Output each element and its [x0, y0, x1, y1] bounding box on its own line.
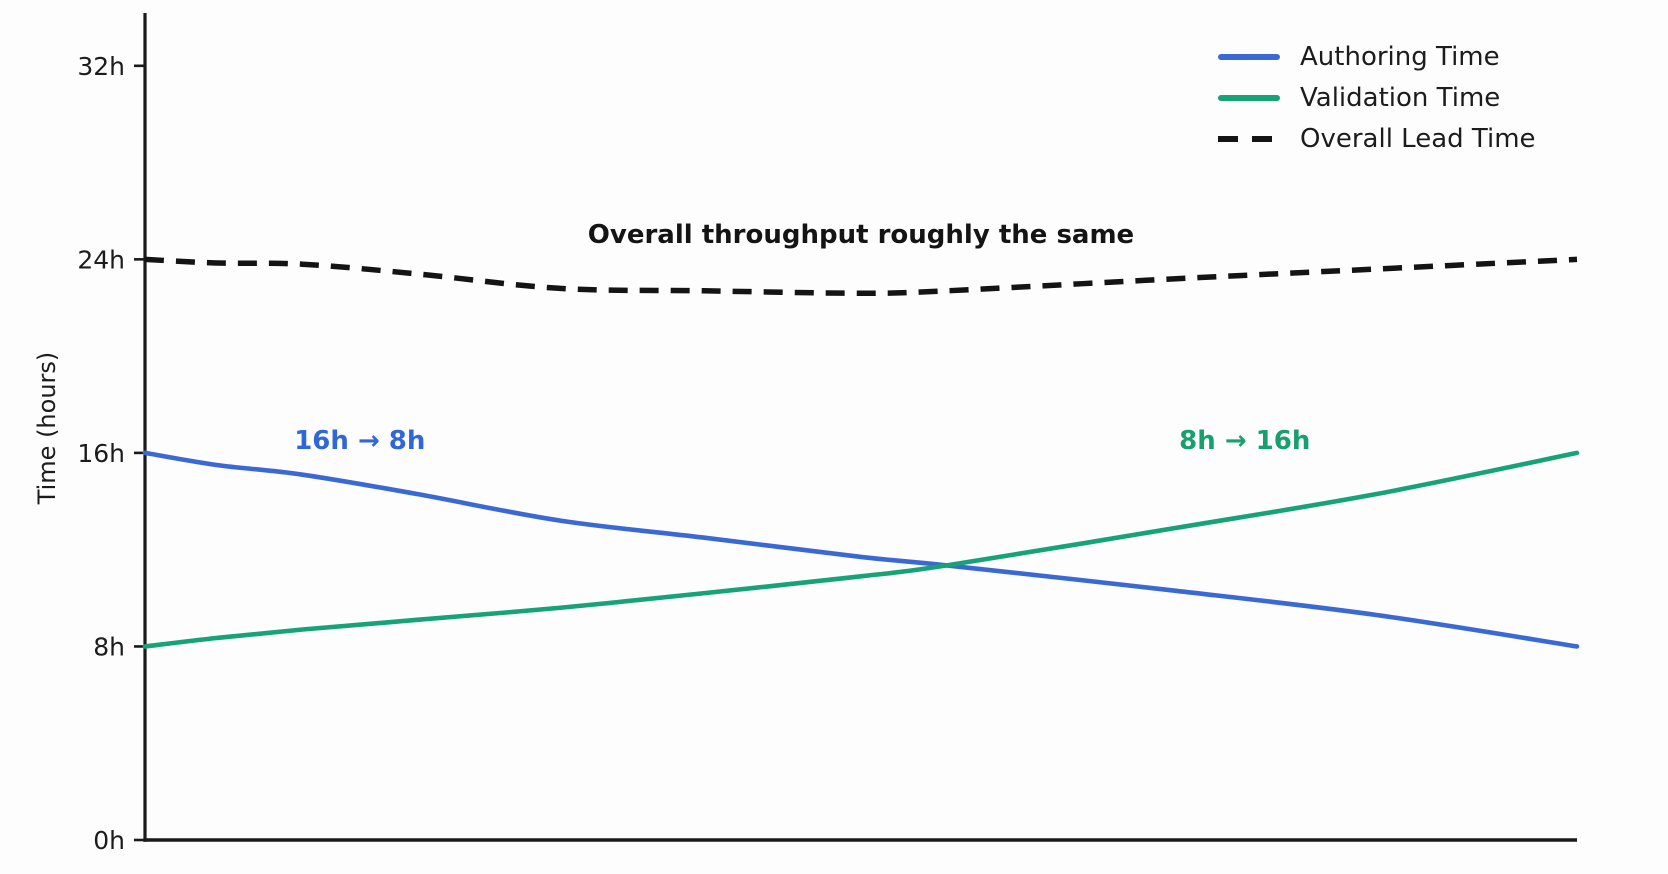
y-tick-label: 8h [93, 632, 125, 661]
series-line-overall-lead-time [144, 256, 1578, 296]
legend-line-sample-lead-time [1218, 135, 1280, 142]
series-line-validation-time [142, 450, 1580, 649]
y-tick-label: 32h [77, 52, 125, 81]
y-tick-label: 16h [77, 439, 125, 468]
legend-label-lead-time: Overall Lead Time [1300, 123, 1536, 154]
legend-label-authoring: Authoring Time [1300, 41, 1500, 72]
legend-label-validation: Validation Time [1300, 82, 1501, 113]
axes [143, 13, 1577, 842]
series-lines [142, 256, 1580, 649]
y-axis-ticks: 0h 8h 16h 24h 32h [77, 52, 145, 855]
series-line-authoring-time [142, 450, 1580, 649]
legend: Authoring Time Validation Time Overall L… [1218, 36, 1536, 159]
annotation: 16h → 8h [294, 425, 426, 456]
legend-row-authoring: Authoring Time [1218, 36, 1536, 77]
legend-line-sample-authoring [1218, 53, 1280, 60]
legend-line-sample-validation [1218, 94, 1280, 101]
y-tick-label: 24h [77, 245, 125, 274]
legend-row-validation: Validation Time [1218, 77, 1536, 118]
annotation: 8h → 16h [1179, 425, 1311, 456]
y-axis-title: Time (hours) [33, 351, 61, 505]
annotation: Overall throughput roughly the same [587, 220, 1135, 251]
y-tick-label: 0h [93, 826, 125, 855]
legend-row-lead-time: Overall Lead Time [1218, 118, 1536, 159]
